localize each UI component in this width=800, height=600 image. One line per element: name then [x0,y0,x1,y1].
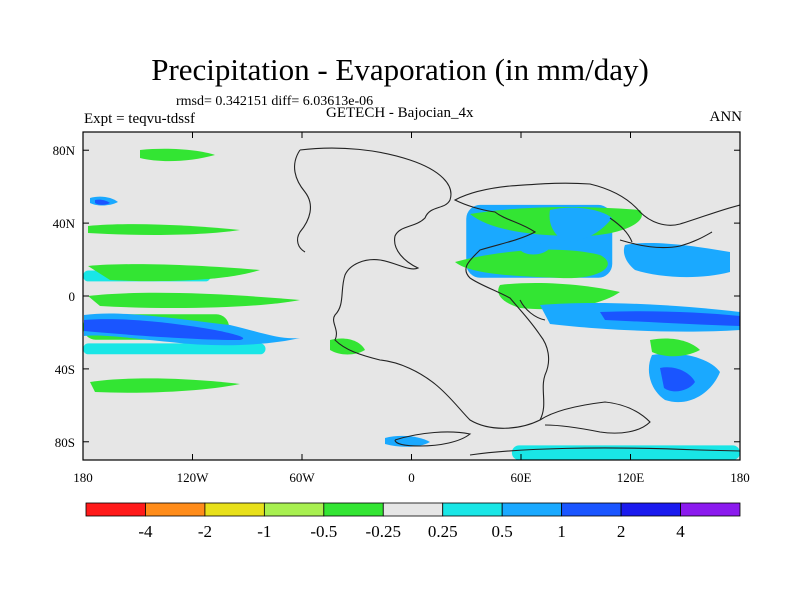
x-tick-label-1: 120W [177,470,210,485]
field-contour-1 [84,319,244,340]
x-tick-label-6: 180 [730,470,750,485]
field-contour-11 [549,207,612,242]
field-contour-15 [623,242,730,278]
field-contour-14 [600,311,740,326]
field-contour-18 [650,338,700,357]
colorbar-box-7 [501,502,563,517]
colorbar-box-8 [561,502,622,517]
colorbar-box-4 [323,502,384,517]
colorbar-label-3: -0.5 [310,522,337,541]
field-contour-12 [498,282,620,310]
x-tick-label-0: 180 [73,470,93,485]
chart-title: Precipitation - Evaporation (in mm/day) [151,52,649,87]
x-tick-label-4: 60E [511,470,532,485]
colorbar-label-6: 0.5 [492,522,513,541]
field-contour-20 [330,338,365,355]
field-contour-4 [90,378,240,393]
stats-text: rmsd= 0.342151 diff= 6.03613e-06 [176,94,374,109]
colorbar-box-1 [145,502,206,517]
y-tick-label-4: 80S [55,435,75,450]
x-tick-label-5: 120E [617,470,645,485]
field-contour-17 [660,367,695,392]
colorbar-box-6 [442,502,503,517]
colorbar-box-10 [680,502,741,517]
coastline-0 [299,147,740,429]
coastline-3 [394,431,472,447]
colorbar-label-0: -4 [138,522,153,541]
colorbar-label-7: 1 [557,522,566,541]
colorbar-box-3 [263,502,325,517]
x-tick-label-3: 0 [408,470,415,485]
field-contour-3 [88,292,300,308]
field-contour-7 [95,199,110,205]
coastline-2 [539,401,651,434]
colorbar-label-5: 0.25 [428,522,458,541]
field-contour-21 [520,242,548,255]
field-contour-8 [88,224,240,235]
y-tick-label-2: 0 [69,289,76,304]
field-contour-2 [88,264,260,282]
coastline-1 [294,149,311,253]
colorbar-box-0 [85,502,146,517]
field-contour-9 [455,249,608,279]
colorbar-label-8: 2 [617,522,626,541]
colorbar-label-9: 4 [676,522,685,541]
coastline-7 [469,447,740,456]
y-tick-label-1: 40N [53,216,76,231]
coastline-6 [519,299,546,321]
colorbar-box-2 [204,502,265,517]
y-tick-label-0: 80N [53,143,76,158]
colorbar-label-2: -1 [257,522,271,541]
field-contour-5 [140,148,215,162]
x-tick-label-2: 60W [289,470,315,485]
coastline-4 [619,231,713,249]
season-label: ANN [709,109,743,125]
field-south-pacific-wet-band [83,343,266,355]
y-tick-label-3: 40S [55,362,75,377]
experiment-label: Expt = teqvu-tdssf [84,111,195,127]
colorbar-box-5 [382,502,444,517]
colorbar-label-4: -0.25 [366,522,401,541]
coastline-5 [609,217,633,243]
dataset-label: GETECH - Bajocian_4x [326,105,474,121]
colorbar-box-9 [620,502,681,517]
colorbar-label-1: -2 [198,522,212,541]
field-contour-19 [385,435,430,447]
